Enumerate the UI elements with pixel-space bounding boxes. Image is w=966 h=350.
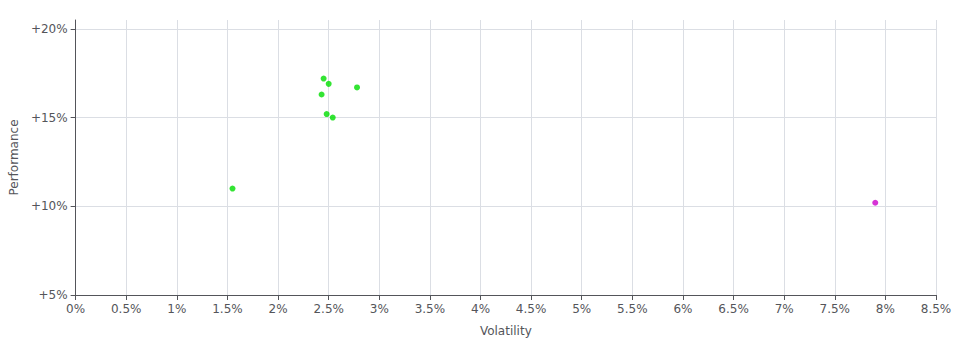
svg-text:+10%: +10% [31,199,68,213]
svg-text:8%: 8% [876,302,895,316]
svg-text:5.5%: 5.5% [617,302,648,316]
svg-text:1.5%: 1.5% [212,302,243,316]
svg-text:3.5%: 3.5% [415,302,446,316]
svg-text:4%: 4% [471,302,490,316]
svg-text:8.5%: 8.5% [921,302,952,316]
svg-text:2.5%: 2.5% [313,302,344,316]
svg-text:2%: 2% [269,302,288,316]
svg-text:7%: 7% [775,302,794,316]
svg-text:+5%: +5% [39,288,68,302]
svg-text:4.5%: 4.5% [516,302,547,316]
svg-text:0.5%: 0.5% [111,302,142,316]
svg-text:7.5%: 7.5% [820,302,851,316]
svg-text:0%: 0% [66,302,85,316]
svg-text:+15%: +15% [31,111,68,125]
svg-text:3%: 3% [370,302,389,316]
svg-text:Volatility: Volatility [480,324,532,338]
svg-text:1%: 1% [167,302,186,316]
svg-text:6%: 6% [673,302,692,316]
svg-text:Performance: Performance [7,119,21,195]
svg-text:6.5%: 6.5% [718,302,749,316]
svg-text:+20%: +20% [31,22,68,36]
svg-text:5%: 5% [572,302,591,316]
